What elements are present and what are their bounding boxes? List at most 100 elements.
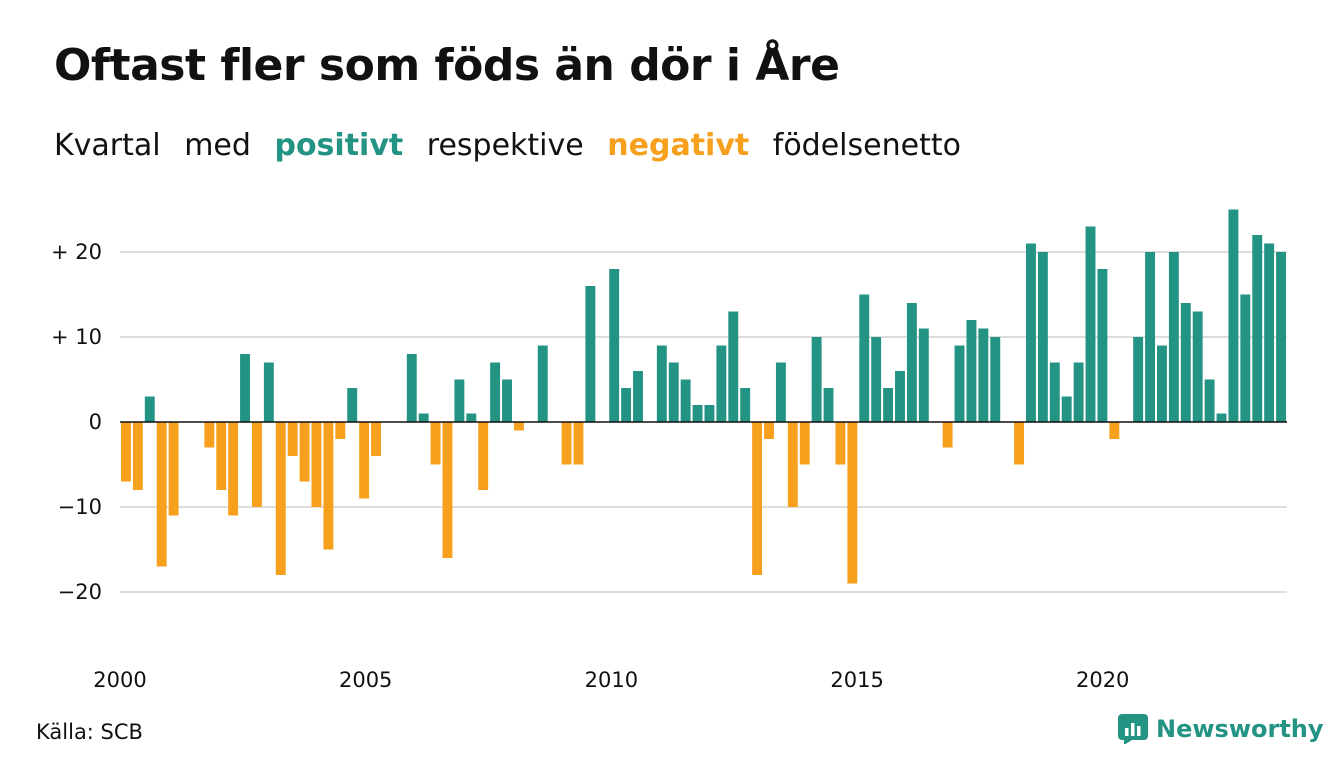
bar-negative bbox=[787, 422, 798, 507]
y-tick-label: + 10 bbox=[51, 325, 102, 349]
bar-positive bbox=[728, 311, 739, 422]
x-axis-ticks: 2000 2005 2010 2015 2020 bbox=[93, 668, 1129, 692]
bar-negative bbox=[299, 422, 310, 482]
bar-negative bbox=[335, 422, 346, 439]
x-tick-label: 2010 bbox=[585, 668, 638, 692]
bar-positive bbox=[1097, 269, 1108, 422]
bar-positive bbox=[680, 379, 691, 422]
bar-positive bbox=[1026, 243, 1036, 422]
bar-positive bbox=[1276, 252, 1286, 422]
bar-negative bbox=[478, 422, 489, 490]
bar-positive bbox=[871, 337, 882, 422]
subtitle-word: Kvartal bbox=[54, 128, 161, 163]
bar-negative bbox=[847, 422, 858, 584]
y-tick-label: + 20 bbox=[51, 240, 102, 264]
bar-negative bbox=[1014, 422, 1025, 465]
bar-negative bbox=[311, 422, 322, 507]
bar-negative bbox=[251, 422, 262, 507]
bar-positive bbox=[668, 362, 679, 422]
bar-positive bbox=[1073, 362, 1084, 422]
bar-negative bbox=[275, 422, 286, 575]
bar-positive bbox=[811, 337, 822, 422]
subtitle-positive: positivt bbox=[274, 128, 404, 163]
bars bbox=[121, 209, 1286, 584]
bar-positive bbox=[347, 388, 358, 422]
bar-positive bbox=[918, 328, 929, 422]
bar-negative bbox=[204, 422, 215, 448]
bar-positive bbox=[895, 371, 905, 422]
chart-subtitle: Kvartal med positivt respektive negativt… bbox=[54, 128, 975, 163]
bar-positive bbox=[1061, 396, 1072, 422]
bar-positive bbox=[263, 362, 274, 422]
bar-negative bbox=[168, 422, 179, 516]
bar-positive bbox=[418, 413, 429, 422]
bar-negative bbox=[430, 422, 441, 465]
bar-positive bbox=[716, 345, 727, 422]
bar-positive bbox=[823, 388, 834, 422]
bar-negative bbox=[752, 422, 763, 575]
x-tick-label: 2015 bbox=[830, 668, 883, 692]
bar-positive bbox=[1240, 294, 1251, 422]
bar-positive bbox=[740, 388, 751, 422]
bar-positive bbox=[1037, 252, 1048, 422]
bar-chart: + 20 + 10 0 −10 −20 2000 2005 2010 2015 2020 bbox=[51, 209, 1287, 692]
bar-positive bbox=[1192, 311, 1203, 422]
subtitle-word: respektive bbox=[426, 128, 584, 163]
bar-negative bbox=[132, 422, 143, 490]
bar-positive bbox=[1049, 362, 1060, 422]
bar-positive bbox=[144, 396, 155, 422]
bar-positive bbox=[906, 303, 917, 422]
bar-positive bbox=[1216, 413, 1227, 422]
bar-negative bbox=[121, 422, 131, 482]
bar-negative bbox=[561, 422, 572, 465]
newsworthy-logo-icon bbox=[1118, 714, 1148, 744]
bar-positive bbox=[1085, 226, 1096, 422]
bar-positive bbox=[978, 328, 989, 422]
bar-negative bbox=[1109, 422, 1120, 439]
x-tick-label: 2020 bbox=[1076, 668, 1129, 692]
bar-positive bbox=[609, 269, 620, 422]
bar-positive bbox=[240, 354, 250, 422]
bar-negative bbox=[156, 422, 167, 567]
bar-positive bbox=[490, 362, 501, 422]
bar-positive bbox=[1168, 252, 1179, 422]
bar-positive bbox=[1145, 252, 1156, 422]
brand-name: Newsworthy bbox=[1156, 715, 1324, 743]
bar-positive bbox=[775, 362, 786, 422]
bar-positive bbox=[466, 413, 477, 422]
bar-positive bbox=[1252, 235, 1263, 422]
bar-negative bbox=[323, 422, 334, 550]
bar-negative bbox=[573, 422, 584, 465]
subtitle-word: födelsenetto bbox=[772, 128, 961, 163]
bar-positive bbox=[537, 345, 548, 422]
bar-negative bbox=[216, 422, 227, 490]
bar-positive bbox=[1180, 303, 1191, 422]
bar-positive bbox=[633, 371, 643, 422]
bar-negative bbox=[835, 422, 846, 465]
y-axis-ticks: + 20 + 10 0 −10 −20 bbox=[51, 240, 102, 604]
y-tick-label: 0 bbox=[89, 410, 102, 434]
bar-positive bbox=[621, 388, 632, 422]
bar-positive bbox=[704, 405, 715, 422]
bar-negative bbox=[513, 422, 524, 431]
bar-negative bbox=[442, 422, 453, 558]
bar-positive bbox=[1228, 209, 1239, 422]
bar-positive bbox=[406, 354, 417, 422]
bar-negative bbox=[799, 422, 810, 465]
brand-logo: Newsworthy bbox=[1118, 714, 1324, 744]
y-tick-label: −20 bbox=[58, 580, 102, 604]
bar-positive bbox=[990, 337, 1001, 422]
bar-positive bbox=[502, 379, 512, 422]
bar-positive bbox=[1157, 345, 1167, 422]
bar-positive bbox=[883, 388, 894, 422]
bar-positive bbox=[1204, 379, 1215, 422]
x-tick-label: 2000 bbox=[93, 668, 146, 692]
bar-negative bbox=[287, 422, 298, 456]
subtitle-word: med bbox=[184, 128, 251, 163]
bar-negative bbox=[359, 422, 370, 499]
y-tick-label: −10 bbox=[58, 495, 102, 519]
bar-positive bbox=[692, 405, 703, 422]
x-tick-label: 2005 bbox=[339, 668, 392, 692]
bar-positive bbox=[656, 345, 667, 422]
bar-negative bbox=[942, 422, 953, 448]
